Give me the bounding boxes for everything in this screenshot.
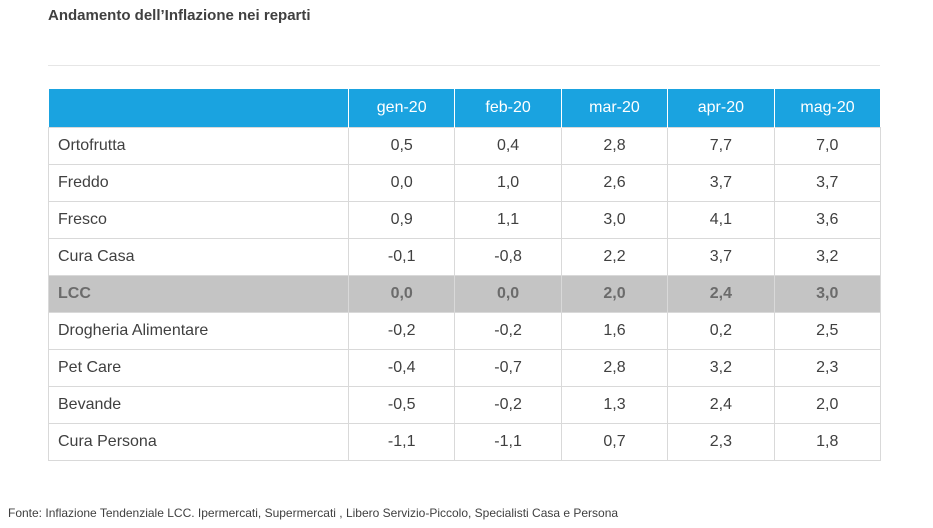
value-cell: 2,0 — [773, 386, 881, 424]
value-cell: 0,9 — [347, 201, 456, 239]
value-cell: -0,2 — [454, 312, 562, 350]
value-cell: -0,4 — [347, 349, 456, 387]
value-cell: 0,2 — [667, 312, 775, 350]
table-row: Ortofrutta 0,5 0,4 2,8 7,7 7,0 — [48, 127, 881, 165]
table-body: Ortofrutta 0,5 0,4 2,8 7,7 7,0 Freddo 0,0 1,0 2,6… — [48, 127, 881, 461]
value-cell: 1,1 — [454, 201, 562, 239]
value-cell: 7,7 — [667, 127, 775, 165]
inflation-table: gen-20 feb-20 mar-20 apr-20 mag-20 Ortof… — [48, 89, 881, 461]
value-cell: 3,7 — [773, 164, 881, 202]
value-cell: 2,5 — [773, 312, 881, 350]
value-cell: 0,5 — [347, 127, 456, 165]
value-cell: 1,0 — [454, 164, 562, 202]
row-label: Cura Persona — [48, 423, 349, 461]
value-cell: 2,2 — [560, 238, 669, 276]
column-header: apr-20 — [667, 89, 775, 128]
table-row: Fresco 0,9 1,1 3,0 4,1 3,6 — [48, 201, 881, 239]
value-cell: -0,2 — [454, 386, 562, 424]
value-cell: 0,4 — [454, 127, 562, 165]
value-cell: 1,6 — [560, 312, 669, 350]
value-cell: 2,3 — [773, 349, 881, 387]
value-cell: 2,3 — [667, 423, 775, 461]
row-label: Fresco — [48, 201, 349, 239]
value-cell: 4,1 — [667, 201, 775, 239]
row-label: Ortofrutta — [48, 127, 349, 165]
value-cell: -0,2 — [347, 312, 456, 350]
value-cell: 2,0 — [560, 275, 669, 313]
table-row: Freddo 0,0 1,0 2,6 3,7 3,7 — [48, 164, 881, 202]
column-header: mag-20 — [774, 89, 881, 128]
table-row: Cura Casa -0,1 -0,8 2,2 3,7 3,2 — [48, 238, 881, 276]
value-cell: 7,0 — [773, 127, 881, 165]
table-row-highlight: LCC 0,0 0,0 2,0 2,4 3,0 — [48, 275, 881, 313]
value-cell: 0,0 — [347, 164, 456, 202]
column-header: gen-20 — [348, 89, 456, 128]
table-row: Cura Persona -1,1 -1,1 0,7 2,3 1,8 — [48, 423, 881, 461]
value-cell: 2,4 — [667, 386, 775, 424]
value-cell: 2,4 — [667, 275, 775, 313]
value-cell: 1,3 — [560, 386, 669, 424]
header-corner-cell — [48, 89, 349, 128]
value-cell: -0,1 — [347, 238, 456, 276]
value-cell: 3,7 — [667, 164, 775, 202]
value-cell: -1,1 — [454, 423, 562, 461]
value-cell: 2,6 — [560, 164, 669, 202]
value-cell: 3,0 — [773, 275, 881, 313]
value-cell: 3,2 — [773, 238, 881, 276]
value-cell: 3,2 — [667, 349, 775, 387]
value-cell: -0,8 — [454, 238, 562, 276]
column-header: feb-20 — [454, 89, 562, 128]
title-divider — [48, 65, 880, 66]
table-row: Drogheria Alimentare -0,2 -0,2 1,6 0,2 2,5 — [48, 312, 881, 350]
source-note: Fonte: Inflazione Tendenziale LCC. Iperm… — [8, 506, 619, 520]
value-cell: 3,6 — [773, 201, 881, 239]
value-cell: 2,8 — [560, 127, 669, 165]
value-cell: 0,7 — [560, 423, 669, 461]
column-header: mar-20 — [561, 89, 669, 128]
value-cell: 0,0 — [347, 275, 456, 313]
value-cell: 2,8 — [560, 349, 669, 387]
value-cell: 1,8 — [773, 423, 881, 461]
header-row: gen-20 feb-20 mar-20 apr-20 mag-20 — [48, 89, 881, 128]
chart-title: Andamento dell’Inflazione nei reparti — [48, 7, 311, 24]
value-cell: -1,1 — [347, 423, 456, 461]
value-cell: 0,0 — [454, 275, 562, 313]
row-label: Cura Casa — [48, 238, 349, 276]
row-label: Drogheria Alimentare — [48, 312, 349, 350]
row-label: Pet Care — [48, 349, 349, 387]
value-cell: -0,5 — [347, 386, 456, 424]
row-label: Freddo — [48, 164, 349, 202]
value-cell: 3,0 — [560, 201, 669, 239]
table-row: Bevande -0,5 -0,2 1,3 2,4 2,0 — [48, 386, 881, 424]
row-label: LCC — [48, 275, 349, 313]
row-label: Bevande — [48, 386, 349, 424]
value-cell: 3,7 — [667, 238, 775, 276]
table-row: Pet Care -0,4 -0,7 2,8 3,2 2,3 — [48, 349, 881, 387]
value-cell: -0,7 — [454, 349, 562, 387]
